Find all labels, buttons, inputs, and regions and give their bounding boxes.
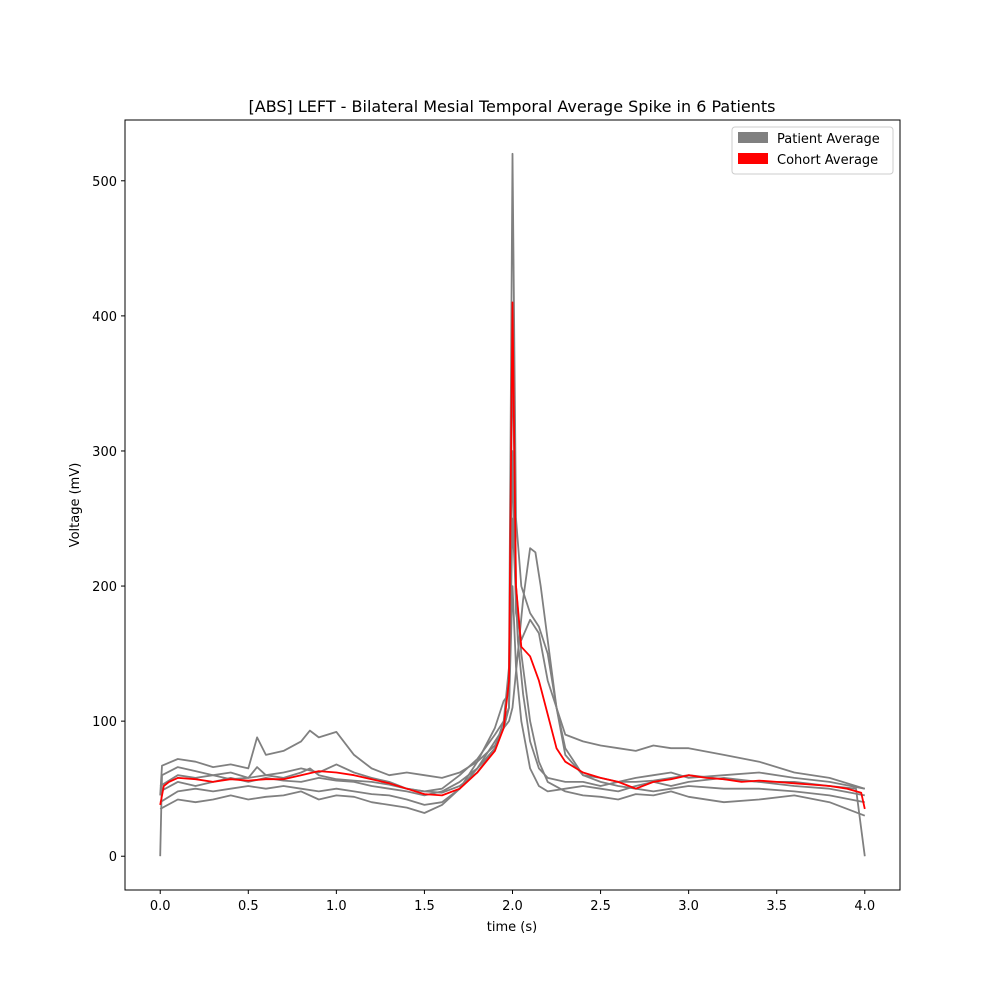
x-axis-label: time (s) [487, 920, 537, 935]
y-tick-label: 100 [92, 715, 117, 730]
y-tick-label: 0 [109, 850, 117, 865]
y-tick-label: 200 [92, 580, 117, 595]
patient-average-line-3 [159, 547, 865, 806]
legend-cohort-swatch [738, 153, 768, 164]
x-tick-label: 3.0 [678, 899, 699, 914]
legend-box [731, 126, 894, 175]
y-tick-label: 400 [92, 310, 117, 325]
legend-patient-swatch [738, 132, 768, 143]
y-tick-label: 500 [92, 175, 117, 190]
x-tick-label: 1.0 [326, 899, 347, 914]
series-layer [159, 152, 866, 857]
patient-average-line-4 [159, 342, 866, 817]
y-tick-label: 300 [92, 445, 117, 460]
legend[interactable]: Patient Average Cohort Average [731, 126, 894, 175]
x-tick-label: 0.0 [150, 899, 171, 914]
cohort-average-line [159, 301, 866, 810]
x-tick-label: 4.0 [854, 899, 875, 914]
legend-cohort-label: Cohort Average [777, 153, 878, 168]
y-axis-label: Voltage (mV) [68, 463, 83, 548]
x-axis: 0.0 0.5 1.0 1.5 2.0 2.5 3.0 3.5 4.0 [150, 890, 875, 914]
x-tick-label: 0.5 [238, 899, 259, 914]
x-tick-label: 3.5 [766, 899, 787, 914]
x-tick-label: 2.5 [590, 899, 611, 914]
x-tick-label: 1.5 [414, 899, 435, 914]
x-tick-label: 2.0 [502, 899, 523, 914]
y-axis: 0 100 200 300 400 500 [92, 175, 125, 865]
legend-patient-label: Patient Average [777, 132, 880, 147]
chart-title: [ABS] LEFT - Bilateral Mesial Temporal A… [249, 97, 776, 116]
